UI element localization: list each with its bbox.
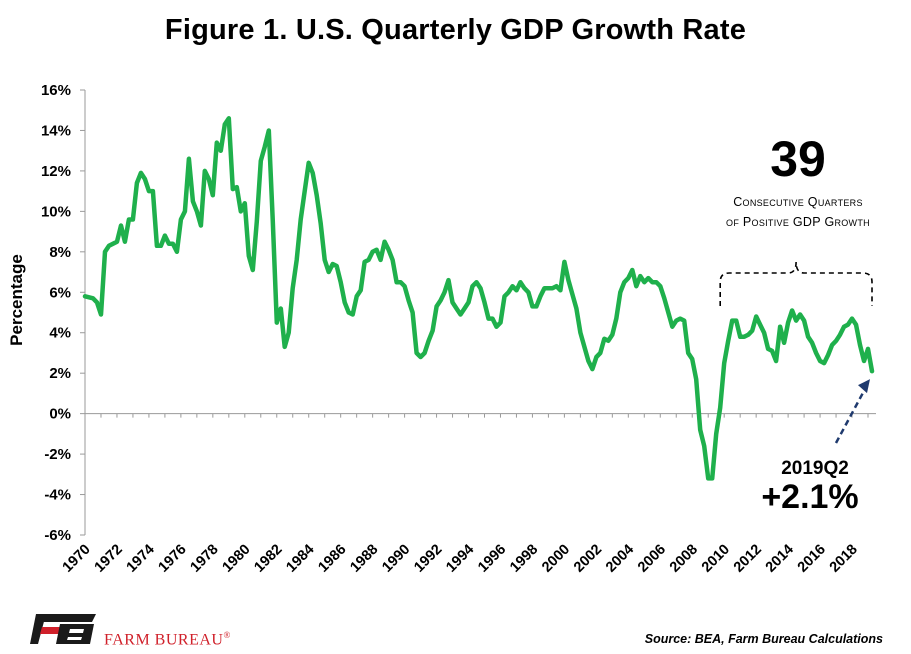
x-tick-label: 1994 bbox=[443, 542, 477, 576]
x-tick-label: 1990 bbox=[379, 542, 413, 576]
latest-value-label: +2.1% bbox=[761, 478, 859, 516]
streak-count: 39 bbox=[770, 131, 826, 187]
x-tick-label: 1970 bbox=[60, 542, 94, 576]
chart-title: Figure 1. U.S. Quarterly GDP Growth Rate bbox=[164, 14, 747, 46]
y-tick-label: 12% bbox=[41, 163, 71, 180]
x-tick-label: 1988 bbox=[347, 542, 381, 576]
y-tick-label: 0% bbox=[49, 406, 71, 423]
x-tick-label: 2002 bbox=[571, 542, 605, 576]
x-tick-label: 1972 bbox=[92, 542, 126, 576]
y-tick-label: -2% bbox=[44, 446, 71, 463]
latest-period-label: 2019Q2 bbox=[781, 458, 849, 479]
streak-caption-line2: of Positive GDP Growth bbox=[726, 215, 870, 229]
series-line-gdp-growth bbox=[82, 116, 875, 481]
x-tick-label: 2010 bbox=[699, 542, 733, 576]
x-tick-label: 1998 bbox=[507, 542, 541, 576]
y-tick-label: 4% bbox=[49, 325, 71, 342]
x-tick-label: 2000 bbox=[539, 542, 573, 576]
y-tick-label: 6% bbox=[49, 284, 71, 301]
x-tick-label: 2012 bbox=[731, 542, 765, 576]
y-tick-label: 2% bbox=[49, 365, 71, 382]
x-tick-label: 1984 bbox=[283, 542, 317, 576]
x-tick-label: 1992 bbox=[411, 542, 445, 576]
x-tick-label: 2008 bbox=[667, 542, 701, 576]
latest-arrowhead bbox=[858, 379, 871, 394]
y-tick-label: 16% bbox=[41, 82, 71, 99]
x-tick-label: 1996 bbox=[475, 542, 509, 576]
y-tick-label: 8% bbox=[49, 244, 71, 261]
source-note: Source: BEA, Farm Bureau Calculations bbox=[644, 632, 883, 646]
farm-bureau-logo-icon bbox=[30, 614, 96, 644]
x-tick-label: 1976 bbox=[156, 542, 190, 576]
y-tick-label: -4% bbox=[44, 487, 71, 504]
y-tick-label: 14% bbox=[41, 122, 71, 139]
streak-brace bbox=[719, 261, 873, 306]
x-tick-label: 1986 bbox=[315, 542, 349, 576]
x-tick-label: 1980 bbox=[219, 542, 253, 576]
brand-name: FARM BUREAU® bbox=[104, 630, 231, 649]
x-tick-label: 2004 bbox=[603, 542, 637, 576]
streak-caption-line1: Consecutive Quarters bbox=[733, 195, 863, 209]
latest-arrow bbox=[834, 386, 868, 444]
x-tick-label: 1978 bbox=[188, 542, 222, 576]
y-tick-label: -6% bbox=[44, 527, 71, 544]
x-tick-label: 2016 bbox=[795, 542, 829, 576]
x-tick-label: 2018 bbox=[827, 542, 861, 576]
y-tick-label: 10% bbox=[41, 203, 71, 220]
x-tick-label: 2006 bbox=[635, 542, 669, 576]
x-tick-label: 1974 bbox=[124, 542, 158, 576]
y-axis-label: Percentage bbox=[7, 254, 26, 346]
chart-axes bbox=[80, 89, 876, 536]
x-tick-label: 2014 bbox=[763, 542, 797, 576]
x-tick-label: 1982 bbox=[251, 542, 285, 576]
